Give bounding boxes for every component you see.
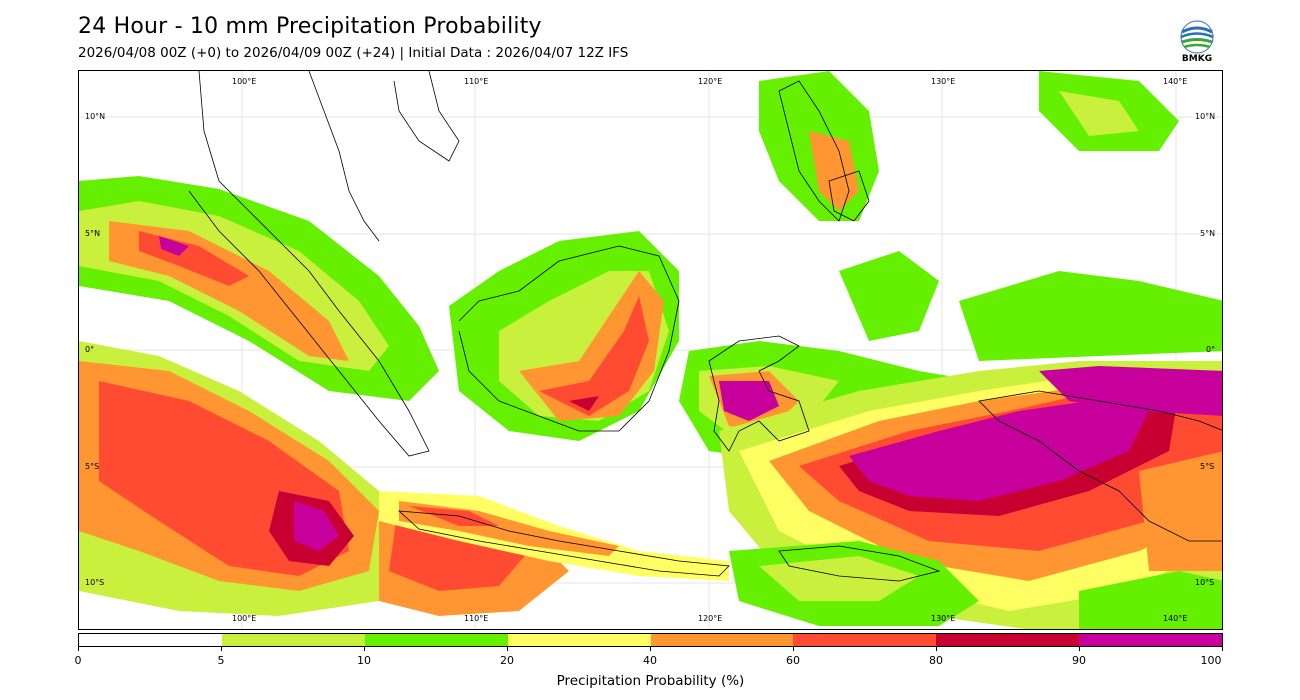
lon-label-top: 130°E xyxy=(931,77,956,86)
logo-text: BMKG xyxy=(1181,54,1213,64)
colorbar-title: Precipitation Probability (%) xyxy=(556,673,745,689)
bmkg-logo-icon xyxy=(1180,20,1214,54)
map-subtitle: 2026/04/08 00Z (+0) to 2026/04/09 00Z (+… xyxy=(78,45,629,61)
precipitation-map[interactable]: 100°E 110°E 120°E 130°E 140°E 100°E 110°… xyxy=(78,70,1223,630)
map-title: 24 Hour - 10 mm Precipitation Probabilit… xyxy=(78,14,542,39)
colorbar-tick-label: 5 xyxy=(217,654,225,667)
colorbar-tick-label: 10 xyxy=(357,654,371,667)
colorbar-tick-label: 0 xyxy=(74,654,82,667)
colorbar-segment xyxy=(793,634,937,646)
lon-label-bottom: 120°E xyxy=(698,614,723,623)
lat-label-right: 5°S xyxy=(1200,462,1215,471)
colorbar-tick xyxy=(507,647,508,651)
lat-label-left: 5°N xyxy=(85,229,101,238)
lat-label-right: 10°S xyxy=(1195,578,1215,587)
colorbar-tick-label: 20 xyxy=(500,654,514,667)
lon-label-bottom: 100°E xyxy=(232,614,257,623)
lon-label-bottom: 140°E xyxy=(1163,614,1188,623)
colorbar-segment xyxy=(650,634,794,646)
colorbar-tick xyxy=(78,647,79,651)
colorbar-segment xyxy=(507,634,651,646)
colorbar-tick xyxy=(364,647,365,651)
colorbar-tick xyxy=(1222,647,1223,651)
colorbar-tick xyxy=(1079,647,1080,651)
colorbar-tick xyxy=(650,647,651,651)
colorbar-segment xyxy=(79,634,222,646)
bmkg-logo: BMKG xyxy=(1176,18,1218,66)
lat-label-left: 10°S xyxy=(85,578,105,587)
map-canvas xyxy=(79,71,1222,629)
lon-label-top: 110°E xyxy=(464,77,489,86)
lon-label-top: 100°E xyxy=(232,77,257,86)
colorbar-segment xyxy=(936,634,1080,646)
lat-label-right: 0° xyxy=(1206,345,1216,354)
lon-label-bottom: 130°E xyxy=(931,614,956,623)
probability-field xyxy=(79,71,1222,629)
lat-label-left: 0° xyxy=(85,345,95,354)
colorbar-segment xyxy=(221,634,365,646)
colorbar-segment xyxy=(364,634,508,646)
colorbar-tick xyxy=(936,647,937,651)
colorbar-tick-label: 100 xyxy=(1200,654,1222,667)
colorbar-tick-label: 40 xyxy=(643,654,657,667)
colorbar xyxy=(78,633,1223,647)
colorbar-tick xyxy=(221,647,222,651)
lon-label-bottom: 110°E xyxy=(464,614,489,623)
colorbar-tick-label: 80 xyxy=(929,654,943,667)
colorbar-tick-label: 60 xyxy=(786,654,800,667)
lat-label-left: 5°S xyxy=(85,462,100,471)
colorbar-tick-label: 90 xyxy=(1072,654,1086,667)
lon-label-top: 140°E xyxy=(1163,77,1188,86)
lon-label-top: 120°E xyxy=(698,77,723,86)
colorbar-segment xyxy=(1079,634,1222,646)
coastlines xyxy=(188,71,1222,582)
lat-label-right: 10°N xyxy=(1195,112,1216,121)
lat-label-right: 5°N xyxy=(1200,229,1216,238)
colorbar-tick xyxy=(793,647,794,651)
lat-label-left: 10°N xyxy=(85,112,106,121)
